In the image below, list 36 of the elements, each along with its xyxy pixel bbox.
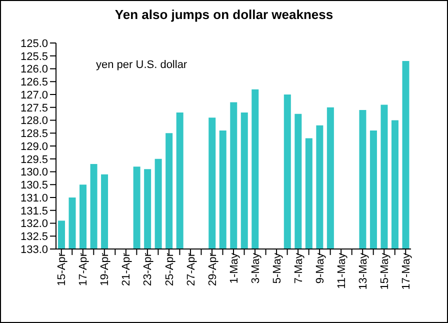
x-tick-label: 11-May: [336, 252, 348, 289]
x-tick-label: 5-May: [271, 252, 284, 284]
y-tick-label: 130.0: [20, 166, 48, 179]
y-tick-label: 131.5: [20, 205, 48, 218]
x-tick-label: 27-Apr: [185, 252, 198, 286]
y-tick-label: 129.5: [20, 154, 48, 166]
chart-title: Yen also jumps on dollar weakness: [114, 7, 334, 22]
y-tick-label: 132.0: [20, 218, 48, 230]
x-tick-label: 17-May: [400, 252, 412, 290]
y-tick-label: 132.5: [20, 231, 48, 244]
x-tick-label: 7-May: [292, 252, 305, 284]
y-tick-label: 126.0: [20, 64, 48, 76]
y-tick-label: 128.5: [20, 128, 48, 140]
x-tick-label: 21-Apr: [120, 252, 133, 286]
x-tick-label: 23-Apr: [142, 252, 154, 286]
x-tick-label: 15-Apr: [56, 252, 68, 286]
y-tick-label: 131.0: [20, 192, 48, 204]
x-tick-label: 9-May: [314, 252, 326, 284]
y-tick-label: 129.0: [20, 140, 48, 153]
annotation: yen per U.S. dollar: [96, 59, 188, 71]
x-tick-label: 3-May: [250, 252, 262, 284]
x-tick-label: 17-Apr: [78, 252, 90, 286]
y-tick-label: 130.5: [20, 180, 48, 192]
x-tick-label: 19-Apr: [99, 252, 112, 286]
x-tick-label: 25-Apr: [164, 252, 176, 286]
x-tick-label: 1-May: [228, 252, 240, 284]
x-tick-label: 13-May: [357, 252, 370, 290]
y-tick-label: 133.0: [20, 244, 48, 256]
y-tick-label: 128.0: [20, 115, 48, 128]
y-tick-label: 125.5: [20, 50, 48, 63]
x-tick-label: 15-May: [378, 252, 391, 290]
x-tick-label: 29-Apr: [206, 252, 219, 286]
y-tick-label: 127.5: [20, 102, 48, 114]
y-tick-label: 127.0: [20, 89, 48, 102]
y-tick-label: 126.5: [20, 76, 48, 89]
y-tick-label: 125.0: [20, 38, 48, 50]
